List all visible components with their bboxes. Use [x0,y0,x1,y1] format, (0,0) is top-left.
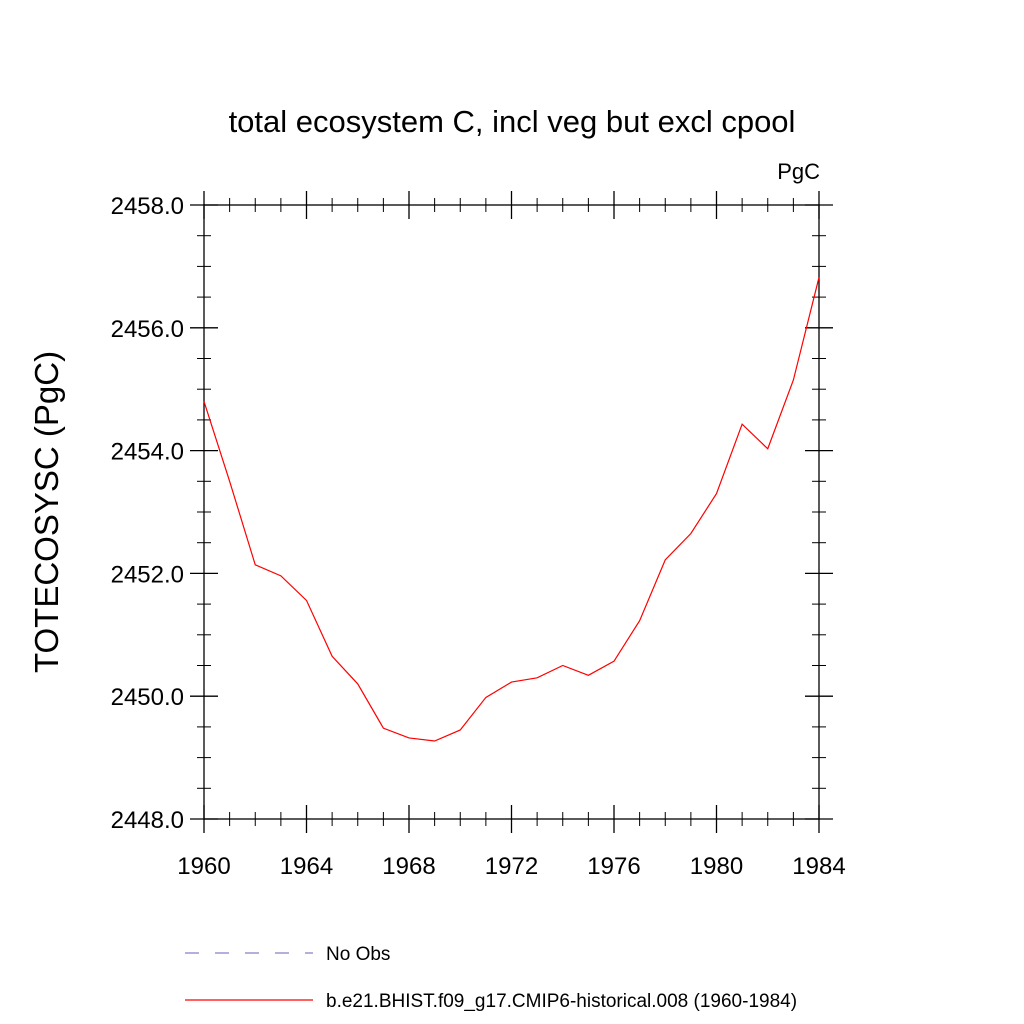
legend: No Obs b.e21.BHIST.f09_g17.CMIP6-histori… [185,944,797,1012]
x-tick-label: 1972 [485,853,538,880]
x-tick-label: 1980 [690,853,743,880]
x-tick-label: 1964 [280,853,333,880]
legend-label-no-obs: No Obs [326,944,390,965]
x-tick-label: 1976 [587,853,640,880]
y-tick-label: 2452.0 [111,561,184,588]
x-tick-label: 1960 [177,853,230,880]
y-tick-label: 2448.0 [111,807,184,834]
plot-frame [203,204,820,820]
y-tick-label: 2458.0 [111,193,184,220]
y-tick-label: 2456.0 [111,316,184,343]
x-tick-labels: 1960 1964 1968 1972 1976 1980 1984 [177,853,845,880]
y-tick-label: 2454.0 [111,439,184,466]
y-axis-label: TOTECOSYSC (PgC) [28,351,65,673]
chart-title: total ecosystem C, incl veg but excl cpo… [229,104,796,139]
x-tick-label: 1984 [792,853,845,880]
units-label: PgC [777,159,820,184]
series-line [203,277,820,742]
x-tick-label: 1968 [382,853,435,880]
y-tick-label: 2450.0 [111,684,184,711]
legend-label-series: b.e21.BHIST.f09_g17.CMIP6-historical.008… [326,991,797,1012]
axis-ticks [190,191,833,833]
y-tick-labels: 2448.0 2450.0 2452.0 2454.0 2456.0 2458.0 [111,193,184,834]
series-layer [203,277,820,742]
